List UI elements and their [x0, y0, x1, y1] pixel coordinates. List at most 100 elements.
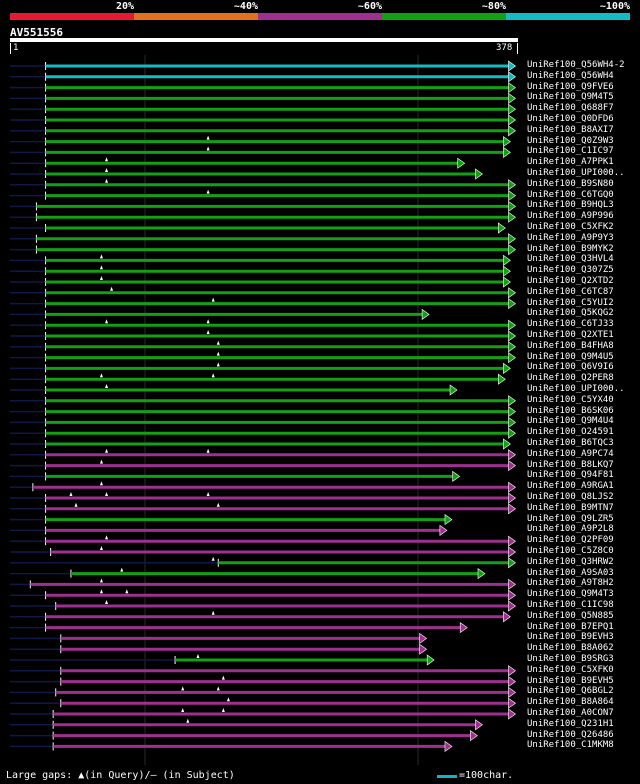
hit-label-link[interactable]: UniRef100_Q688F7: [527, 103, 614, 114]
gap-marker-icon: [211, 373, 215, 378]
hit-arrowhead: [503, 265, 511, 277]
hit-label-link[interactable]: UniRef100_Q8LJS2: [527, 492, 614, 502]
hit-arrowhead: [508, 287, 516, 299]
hit-arrowhead: [508, 200, 516, 212]
hit-label-link[interactable]: UniRef100_C1MKM8: [527, 740, 614, 751]
hit-label-link[interactable]: UniRef100_O24591: [527, 427, 614, 438]
hit-label-link[interactable]: UniRef100_B6SK06: [527, 405, 614, 416]
hit-label-link[interactable]: UniRef100_B8A864: [527, 697, 614, 708]
hit-label-link[interactable]: UniRef100_B7EPQ1: [527, 621, 614, 632]
hit-label-link[interactable]: UniRef100_Q9M4T5: [527, 92, 614, 103]
hit-label-link[interactable]: UniRef100_C6TC87: [527, 286, 614, 297]
hit-label-link[interactable]: UniRef100_A9P9Y3: [527, 232, 614, 243]
hit-label-link[interactable]: UniRef100_Q307Z5: [527, 265, 614, 276]
hit-label-link[interactable]: UniRef100_Q56WH4: [527, 70, 614, 81]
hit-label-link[interactable]: UniRef100_B9EVH5: [527, 675, 614, 686]
hit-label-link[interactable]: UniRef100_B9EVH3: [527, 632, 614, 643]
hit-arrowhead: [508, 589, 516, 601]
gap-marker-icon: [105, 492, 109, 496]
hit-label-link[interactable]: UniRef100_B4FHA8: [527, 340, 614, 351]
hit-label-link[interactable]: UniRef100_Q5KQG2: [527, 308, 614, 319]
hit-label-link[interactable]: UniRef100_B8AXI7: [527, 124, 614, 135]
hit-label-link[interactable]: UniRef100_A9P996: [527, 211, 614, 222]
hit-arrowhead: [419, 632, 428, 644]
hit-arrowhead: [508, 492, 516, 504]
hit-label-link[interactable]: UniRef100_A9PC74: [527, 448, 614, 459]
hit-label-link[interactable]: UniRef100_Q9M4U5: [527, 351, 614, 362]
hit-label-link[interactable]: UniRef100_Q0DFD6: [527, 114, 614, 124]
hit-label-link[interactable]: UniRef100_Q3HRW2: [527, 556, 614, 567]
hit-label-link[interactable]: UniRef100_B8LKQ7: [527, 459, 614, 470]
hit-label-link[interactable]: UniRef100_Q56WH4-2: [527, 60, 625, 70]
hit-label-link[interactable]: UniRef100_C5XFK0: [527, 664, 614, 675]
hit-label-link[interactable]: UniRef100_A9P2L8: [527, 524, 614, 535]
hit-arrowhead: [508, 600, 516, 612]
gap-marker-icon: [99, 578, 103, 583]
hit-label-link[interactable]: UniRef100_B9HQL3: [527, 200, 614, 211]
hit-label-link[interactable]: UniRef100_A0CON7: [527, 708, 614, 718]
scale-label: =100char.: [459, 770, 514, 781]
hit-label-link[interactable]: UniRef100_A7PPK1: [527, 157, 614, 168]
hit-label-link[interactable]: UniRef100_UPI000..: [527, 384, 625, 394]
hit-label-link[interactable]: UniRef100_B6TQC3: [527, 438, 614, 448]
hit-label-link[interactable]: UniRef100_C1IC97: [527, 146, 614, 157]
hit-label-link[interactable]: UniRef100_B8A062: [527, 643, 614, 654]
hit-label-link[interactable]: UniRef100_Q9FVE6: [527, 81, 614, 92]
hit-label-link[interactable]: UniRef100_C1IC98: [527, 600, 614, 610]
hit-label-link[interactable]: UniRef100_Q2XTE1: [527, 330, 614, 340]
gap-marker-icon: [206, 146, 210, 151]
hit-arrowhead: [508, 103, 516, 115]
hit-label-link[interactable]: UniRef100_Q9M4T3: [527, 589, 614, 600]
hit-label-link[interactable]: UniRef100_Q0Z9W3: [527, 135, 614, 146]
gap-marker-icon: [120, 567, 124, 572]
hit-label-link[interactable]: UniRef100_Q2XTD2: [527, 276, 614, 286]
hit-arrowhead: [508, 330, 516, 342]
hit-label-link[interactable]: UniRef100_C5YX40: [527, 394, 614, 405]
hit-arrowhead: [444, 514, 453, 526]
hit-arrowhead: [508, 449, 516, 461]
hit-arrowhead: [508, 82, 516, 94]
hit-label-link[interactable]: UniRef100_C6TJ33: [527, 319, 614, 330]
hit-label-link[interactable]: UniRef100_C5Z8C0: [527, 546, 614, 556]
hit-arrowhead: [508, 416, 516, 428]
hit-arrowhead: [508, 481, 516, 493]
hit-label-link[interactable]: UniRef100_Q2PF09: [527, 535, 614, 546]
gap-marker-icon: [99, 459, 103, 464]
hit-label-link[interactable]: UniRef100_UPI000..: [527, 168, 625, 178]
hit-label-link[interactable]: UniRef100_A9T8H2: [527, 578, 614, 589]
hit-arrowhead: [508, 406, 516, 418]
hit-label-link[interactable]: UniRef100_C5XFK2: [527, 222, 614, 232]
hit-label-link[interactable]: UniRef100_Q26486: [527, 729, 614, 740]
hit-label-link[interactable]: UniRef100_A9RGA1: [527, 481, 614, 492]
hit-label-link[interactable]: UniRef100_B9MYK2: [527, 243, 614, 254]
gap-marker-icon: [196, 654, 200, 658]
hit-label-link[interactable]: UniRef100_Q9M4U4: [527, 416, 614, 427]
hit-arrowhead: [459, 622, 468, 634]
hit-label-link[interactable]: UniRef100_C5YUI2: [527, 297, 614, 308]
hit-label-link[interactable]: UniRef100_Q231H1: [527, 718, 614, 729]
hit-label-link[interactable]: UniRef100_B9MTN7: [527, 502, 614, 513]
hit-label-link[interactable]: UniRef100_Q94F81: [527, 470, 614, 481]
hit-label-link[interactable]: UniRef100_Q6BGL2: [527, 686, 614, 697]
hit-arrowhead: [508, 114, 516, 126]
hit-arrowhead: [503, 146, 511, 158]
query-end-tick: [517, 43, 518, 54]
hit-label-link[interactable]: UniRef100_Q9LZR5: [527, 513, 614, 524]
hit-arrowhead: [508, 578, 516, 590]
hit-label-link[interactable]: UniRef100_Q3HVL4: [527, 254, 614, 265]
hit-label-link[interactable]: UniRef100_Q2PER8: [527, 373, 614, 384]
hit-label-link[interactable]: UniRef100_A9SA03: [527, 567, 614, 578]
hit-label-link[interactable]: UniRef100_Q5N885: [527, 610, 614, 621]
hit-arrowhead: [503, 611, 511, 623]
hit-label-link[interactable]: UniRef100_Q6V9I6: [527, 362, 614, 373]
hit-arrowhead: [508, 92, 516, 104]
hit-arrowhead: [508, 395, 516, 407]
hit-label-link[interactable]: UniRef100_B9SN80: [527, 178, 614, 189]
hit-arrowhead: [457, 157, 466, 169]
legend-label-20: 20%: [115, 1, 134, 12]
hit-arrowhead: [508, 233, 516, 245]
hit-label-link[interactable]: UniRef100_C6TGQ0: [527, 189, 614, 200]
hit-label-link[interactable]: UniRef100_B9SRG3: [527, 654, 614, 664]
hit-arrowhead: [508, 179, 516, 191]
legend-bar-40: [134, 13, 258, 20]
